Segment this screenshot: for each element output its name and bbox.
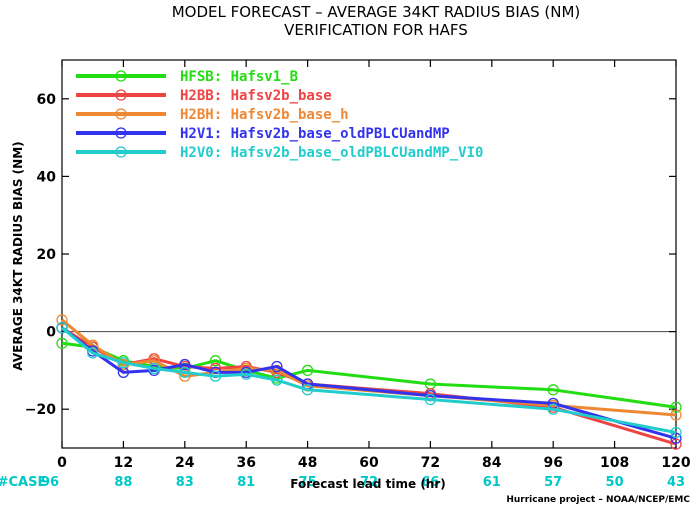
x-tick-label: 0 [57,455,67,471]
y-tick-label: 60 [37,92,57,108]
case-count: 75 [299,475,317,490]
data-point [301,384,314,396]
x-tick-label: 48 [298,455,317,471]
legend: HFSB: Hafsv1_B H2BB: Hafsv2b_base H2BH: Ha… [76,69,483,161]
data-point [87,347,99,359]
legend-marker [115,146,127,158]
case-label: #CASE [0,475,46,490]
x-tick-label: 108 [600,455,629,471]
data-point [271,374,283,386]
series-1 [56,322,682,450]
data-point [547,384,559,396]
series-0 [56,337,682,413]
case-count: 72 [360,475,378,490]
data-point [117,356,130,369]
data-point [670,409,682,421]
series-line [61,326,677,440]
legend-item: HFSB: Hafsv1_B [76,69,298,85]
chart-subtitle: VERIFICATION FOR HAFS [284,21,468,39]
x-axis-label: Forecast lead time (hr) [290,477,446,491]
data-point [670,426,682,439]
series-layer [56,314,682,450]
data-point [56,337,68,349]
legend-item: H2BH: Hafsv2b_base_h [76,107,349,123]
series-line [61,326,677,446]
case-count: 96 [41,475,59,490]
data-point [670,432,682,444]
x-tick-label: 120 [661,455,690,471]
y-tick-label: −20 [25,402,56,418]
series-4 [56,322,682,439]
x-axis: 0 12 24 36 48 60 72 84 96 108 120 [57,60,691,471]
data-point [670,401,682,413]
legend-marker [115,89,127,101]
data-point [209,355,222,367]
data-point [179,358,191,371]
data-point [271,360,283,373]
legend-item: H2BB: Hafsv2b_base [76,88,332,104]
x-tick-label: 84 [482,455,502,471]
y-tick-label: 40 [37,169,57,185]
legend-label: H2V1: Hafsv2b_base_oldPBLCUandMP [180,126,450,142]
legend-item: H2V1: Hafsv2b_base_oldPBLCUandMP [76,126,450,142]
legend-marker [115,108,127,120]
legend-label: H2BB: Hafsv2b_base [180,88,332,104]
data-point [670,438,682,450]
case-count: 50 [606,475,624,490]
y-axis-label: AVERAGE 34KT RADIUS BIAS (NM) [11,141,25,370]
data-point [209,370,222,382]
legend-marker [115,70,127,82]
data-point [424,393,437,406]
data-point [56,314,68,326]
case-count: 81 [237,475,255,490]
chart-title: MODEL FORECAST – AVERAGE 34KT RADIUS BIA… [172,3,581,21]
x-tick-label: 24 [175,455,195,471]
y-axis: −20 0 20 40 60 [25,92,676,418]
x-tick-label: 60 [359,455,379,471]
y-tick-label: 20 [37,247,57,263]
legend-label: H2BH: Hafsv2b_base_h [180,107,349,123]
case-count: 61 [483,475,501,490]
x-tick-label: 72 [421,455,440,471]
data-point [547,403,559,415]
data-point [179,366,191,378]
case-count: 83 [176,475,194,490]
case-count: 57 [544,475,562,490]
x-tick-label: 96 [543,455,562,471]
case-count: 66 [421,475,439,490]
legend-label: H2V0: Hafsv2b_base_oldPBLCUandMP_VI0 [180,145,483,161]
x-tick-label: 36 [236,455,255,471]
credit: Hurricane project – NOAA/NCEP/EMC [506,495,690,505]
legend-item: H2V0: Hafsv2b_base_oldPBLCUandMP_VI0 [76,145,483,161]
series-3 [56,322,682,444]
data-point [148,362,160,375]
case-counts: #CASE 96 88 83 81 75 72 66 61 57 50 43 [0,475,685,490]
y-tick-label: 0 [46,325,56,341]
legend-marker [115,127,127,139]
case-count: 88 [114,475,132,490]
data-point [56,322,68,334]
data-point [301,364,314,377]
case-count: 43 [667,475,685,490]
data-point [240,368,252,380]
x-tick-label: 12 [114,455,133,471]
legend-label: HFSB: Hafsv1_B [180,69,298,85]
